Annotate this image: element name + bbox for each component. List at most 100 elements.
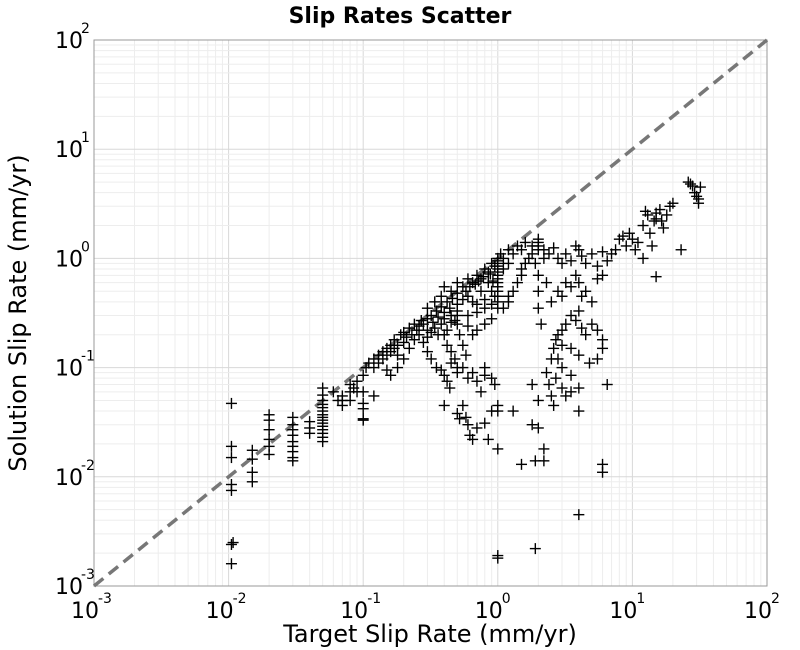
data-point: [460, 411, 472, 423]
data-point: [617, 230, 629, 242]
data-point: [403, 342, 415, 354]
data-point: [560, 318, 572, 330]
data-point: [401, 331, 413, 343]
svg-text:1: 1: [636, 591, 645, 607]
data-point: [610, 244, 622, 256]
data-point: [421, 346, 433, 358]
chart-title: Slip Rates Scatter: [289, 4, 512, 29]
data-point: [464, 281, 476, 293]
data-point: [441, 375, 453, 387]
svg-text:0: 0: [81, 239, 90, 255]
data-point: [565, 342, 577, 354]
data-point: [327, 386, 339, 398]
data-points: [225, 176, 706, 570]
data-point: [597, 246, 609, 258]
data-point: [511, 277, 523, 289]
data-point: [545, 353, 557, 365]
data-point: [654, 204, 666, 216]
data-point: [565, 281, 577, 293]
data-point: [532, 269, 544, 281]
data-point: [570, 269, 582, 281]
data-point: [336, 399, 348, 411]
data-point: [432, 311, 444, 323]
data-point: [486, 372, 498, 384]
data-point: [475, 386, 487, 398]
data-point: [392, 362, 404, 374]
data-point: [529, 257, 541, 269]
data-point: [392, 349, 404, 361]
data-point: [460, 349, 472, 361]
data-point: [620, 240, 632, 252]
data-point: [438, 313, 450, 325]
data-point: [591, 353, 603, 365]
data-point: [392, 339, 404, 351]
plot-area-frame: [93, 39, 768, 587]
svg-text:10: 10: [55, 247, 83, 272]
data-point: [586, 318, 598, 330]
data-point: [667, 197, 679, 209]
data-point: [657, 222, 669, 234]
data-point: [526, 419, 538, 431]
data-point: [486, 298, 498, 310]
data-point: [398, 326, 410, 338]
data-point: [675, 244, 687, 256]
grid: [93, 40, 767, 587]
data-point: [457, 399, 469, 411]
data-point: [629, 244, 641, 256]
data-point: [560, 248, 572, 260]
data-point: [445, 316, 457, 328]
svg-text:2: 2: [771, 591, 780, 607]
data-point: [507, 405, 519, 417]
data-point: [650, 213, 662, 225]
data-point: [451, 277, 463, 289]
data-point: [661, 209, 673, 221]
data-point: [556, 339, 568, 351]
data-point: [246, 476, 258, 488]
data-point: [565, 255, 577, 267]
data-point: [580, 285, 592, 297]
data-point: [454, 329, 466, 341]
x-tick-label: 10 -2: [206, 591, 247, 624]
data-point: [351, 375, 363, 387]
data-point: [225, 538, 237, 550]
data-point: [623, 227, 635, 239]
data-point: [573, 382, 585, 394]
svg-text:10: 10: [55, 466, 83, 491]
svg-text:10: 10: [55, 357, 83, 382]
data-point: [545, 390, 557, 402]
data-point: [225, 397, 237, 409]
reference-line: [92, 38, 769, 588]
data-point: [637, 220, 649, 232]
data-point: [441, 324, 453, 336]
data-point: [425, 353, 437, 365]
data-point: [548, 399, 560, 411]
data-point: [626, 233, 638, 245]
data-point: [573, 305, 585, 317]
data-point: [344, 394, 356, 406]
data-point: [445, 357, 457, 369]
data-point: [548, 242, 560, 254]
data-point: [444, 302, 456, 314]
data-point: [526, 379, 538, 391]
data-point: [532, 422, 544, 434]
data-point: [543, 379, 555, 391]
data-point: [502, 296, 514, 308]
data-point: [492, 405, 504, 417]
data-point: [225, 452, 237, 464]
data-point: [467, 329, 479, 341]
data-point: [556, 324, 568, 336]
data-point: [586, 296, 598, 308]
data-point: [263, 414, 275, 426]
data-point: [446, 292, 458, 304]
data-point: [246, 453, 258, 465]
svg-text:-1: -1: [367, 591, 381, 607]
data-point: [532, 302, 544, 314]
data-point: [691, 190, 703, 202]
data-point: [304, 427, 316, 439]
data-point: [538, 455, 550, 467]
x-tick-label: 10 1: [609, 591, 645, 624]
data-point: [467, 367, 479, 379]
data-point: [540, 367, 552, 379]
data-point: [516, 269, 528, 281]
data-point: [454, 413, 466, 425]
